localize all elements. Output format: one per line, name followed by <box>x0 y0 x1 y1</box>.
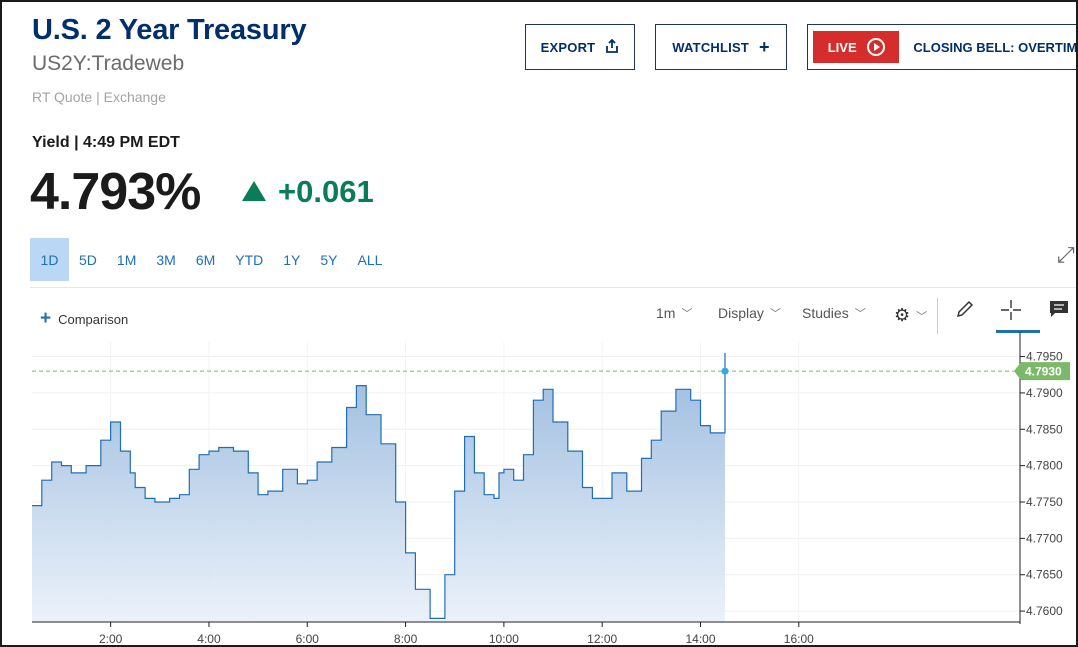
pencil-icon <box>956 300 974 318</box>
toolbar-separator <box>937 298 938 334</box>
last-price: 4.793% <box>30 163 201 221</box>
range-tab-5d[interactable]: 5D <box>79 251 97 268</box>
range-tab-1y[interactable]: 1Y <box>283 251 301 268</box>
live-label: LIVE <box>827 39 857 55</box>
display-menu[interactable]: Display ﹀ <box>718 305 781 321</box>
range-tab-1m[interactable]: 1M <box>116 251 137 268</box>
studies-label: Studies <box>802 305 849 321</box>
annotation-tool-button[interactable] <box>1048 299 1070 325</box>
price-change-value: +0.061 <box>278 174 374 209</box>
live-badge[interactable]: LIVE <box>813 31 900 63</box>
chevron-down-icon: ﹀ <box>769 308 781 320</box>
x-tick-label: 12:00 <box>587 632 617 646</box>
up-arrow-icon <box>242 181 266 201</box>
comparison-label: Comparison <box>58 311 129 327</box>
chevron-down-icon: ﹀ <box>854 308 866 320</box>
x-tick-label: 16:00 <box>784 632 814 646</box>
quote-source: RT Quote | Exchange <box>32 89 166 105</box>
y-tick-label: 4.7950 <box>1026 350 1063 364</box>
series-area <box>32 352 725 622</box>
y-tick-label: 4.7700 <box>1026 531 1063 545</box>
x-tick-label: 2:00 <box>99 632 123 646</box>
x-tick-label: 4:00 <box>197 632 221 646</box>
watchlist-label: WATCHLIST <box>672 39 749 55</box>
x-tick-label: 8:00 <box>394 632 418 646</box>
range-tab-6m[interactable]: 6M <box>195 251 216 268</box>
x-tick-label: 10:00 <box>489 632 519 646</box>
export-button[interactable]: EXPORT <box>525 24 635 70</box>
studies-menu[interactable]: Studies ﹀ <box>802 305 866 321</box>
draw-tool-button[interactable] <box>955 299 975 325</box>
live-banner[interactable]: LIVE CLOSING BELL: OVERTIME <box>807 24 1078 70</box>
crosshair-icon <box>1001 300 1021 320</box>
comment-icon <box>1050 301 1068 317</box>
x-tick-label: 14:00 <box>685 632 715 646</box>
yield-timestamp: Yield | 4:49 PM EDT <box>32 134 180 151</box>
range-tab-1d[interactable]: 1D <box>30 238 69 281</box>
interval-select[interactable]: 1m ﹀ <box>656 305 692 321</box>
range-tab-3m[interactable]: 3M <box>156 251 176 268</box>
settings-menu[interactable]: ⚙ ﹀ <box>894 305 927 326</box>
y-tick-label: 4.7750 <box>1026 495 1063 509</box>
current-value-tag <box>1014 362 1070 381</box>
y-tick-label: 4.7850 <box>1026 422 1063 436</box>
range-tab-ytd[interactable]: YTD <box>235 251 264 268</box>
range-tab-5y[interactable]: 5Y <box>320 251 338 268</box>
y-tick-label: 4.7900 <box>1026 386 1063 400</box>
watchlist-button[interactable]: WATCHLIST + <box>655 24 787 70</box>
gear-icon: ⚙ <box>894 305 911 325</box>
series-line <box>32 352 726 619</box>
add-icon: + <box>40 308 52 329</box>
last-point-marker <box>721 367 729 375</box>
active-tool-indicator <box>996 330 1040 333</box>
range-tabs: 1D 5D 1M 3M 6M YTD 1Y 5Y ALL <box>30 238 392 281</box>
chevron-down-icon: ﹀ <box>916 310 928 323</box>
range-tab-all[interactable]: ALL <box>357 251 383 268</box>
plus-icon: + <box>758 37 770 57</box>
interval-label: 1m <box>656 305 676 321</box>
play-icon <box>866 38 885 56</box>
y-tick-label: 4.7800 <box>1026 459 1063 473</box>
expand-icon[interactable]: ⤢ <box>1057 242 1075 267</box>
toolbar-divider <box>30 287 1076 288</box>
export-label: EXPORT <box>540 39 596 55</box>
current-value-label: 4.7930 <box>1025 365 1062 379</box>
security-symbol: US2Y:Tradeweb <box>32 52 185 75</box>
price-change: +0.061 <box>242 174 374 210</box>
share-icon <box>605 38 619 56</box>
comparison-button[interactable]: + Comparison <box>40 308 128 330</box>
security-title: U.S. 2 Year Treasury <box>32 14 307 46</box>
crosshair-tool-button[interactable] <box>1000 299 1022 327</box>
chevron-down-icon: ﹀ <box>681 308 693 320</box>
live-show-title: CLOSING BELL: OVERTIME <box>913 39 1078 55</box>
y-tick-label: 4.7650 <box>1026 568 1063 582</box>
display-label: Display <box>718 305 764 321</box>
y-tick-label: 4.7600 <box>1026 604 1063 618</box>
x-tick-label: 6:00 <box>296 632 320 646</box>
